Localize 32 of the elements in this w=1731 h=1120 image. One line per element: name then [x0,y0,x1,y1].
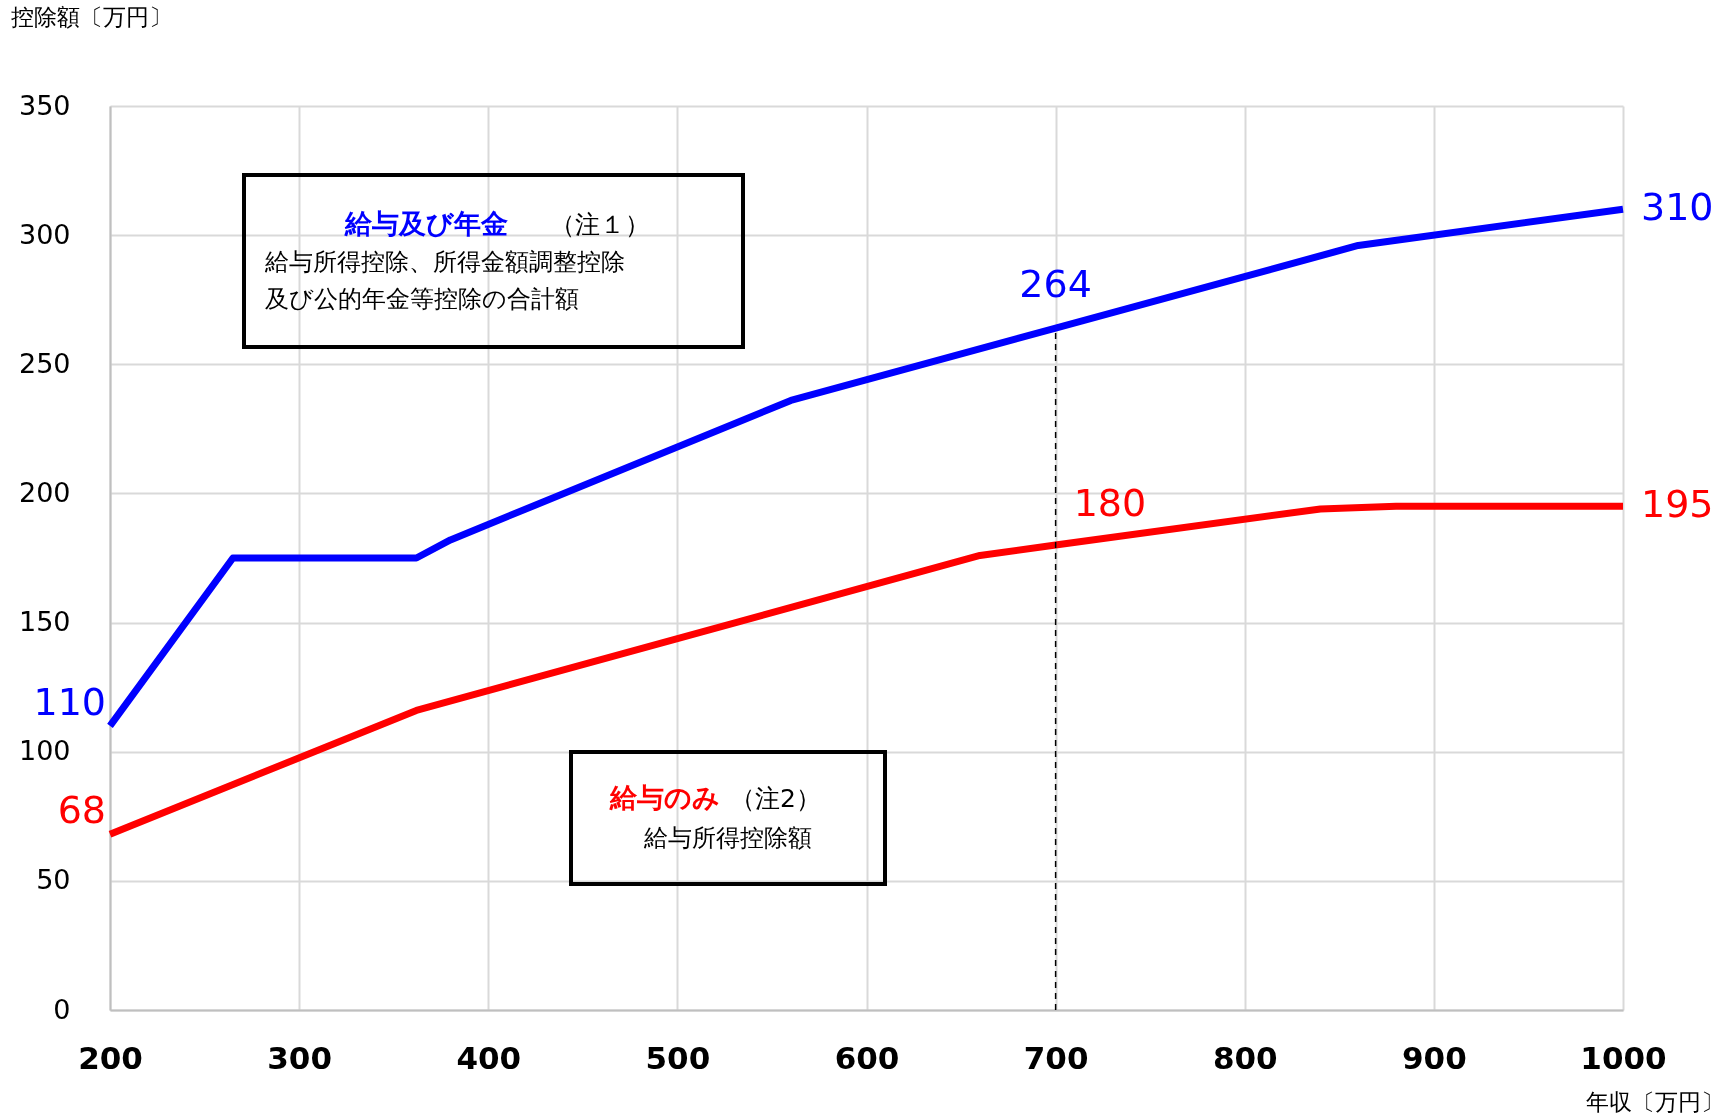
y-tick-label: 350 [18,89,71,121]
y-tick-label: 300 [18,218,71,250]
text: 給与及び年金 [343,208,508,239]
data-label: 195 [1641,482,1714,527]
x-tick-label: 900 [1402,1039,1467,1076]
x-tick-label: 800 [1212,1039,1278,1076]
annotation: 及び公的年金等控除の合計額 [265,285,579,313]
annotation: （注2） [730,784,821,813]
data-label: 68 [57,788,106,833]
data-label: 110 [33,679,106,724]
y-tick-label: 150 [18,606,71,638]
y-axis-title: 控除額〔万円〕 [10,3,172,30]
annotation: （注１） [550,210,650,239]
y-tick-label: 50 [36,864,71,896]
x-tick-label: 500 [645,1039,711,1076]
y-tick-label: 100 [18,735,71,767]
x-tick-label: 600 [834,1039,900,1076]
y-tick-label: 250 [18,347,71,379]
x-tick-label: 200 [78,1039,143,1076]
x-tick-label: 400 [456,1039,522,1076]
x-tick-label: 300 [267,1039,332,1076]
x-tick-label: 700 [1023,1039,1089,1076]
annotation: 給与所得控除額 [643,824,812,852]
x-axis-title: 年収〔万円〕 [1585,1088,1724,1115]
data-label: 180 [1073,481,1147,526]
data-label: 310 [1641,185,1714,230]
y-tick-label: 0 [53,993,71,1025]
text: 給与のみ [609,782,720,813]
data-label: 264 [1019,262,1092,307]
x-tick-label: 1000 [1580,1039,1667,1076]
y-tick-label: 200 [18,476,71,508]
annotation: 給与所得控除、所得金額調整控除 [264,248,625,276]
